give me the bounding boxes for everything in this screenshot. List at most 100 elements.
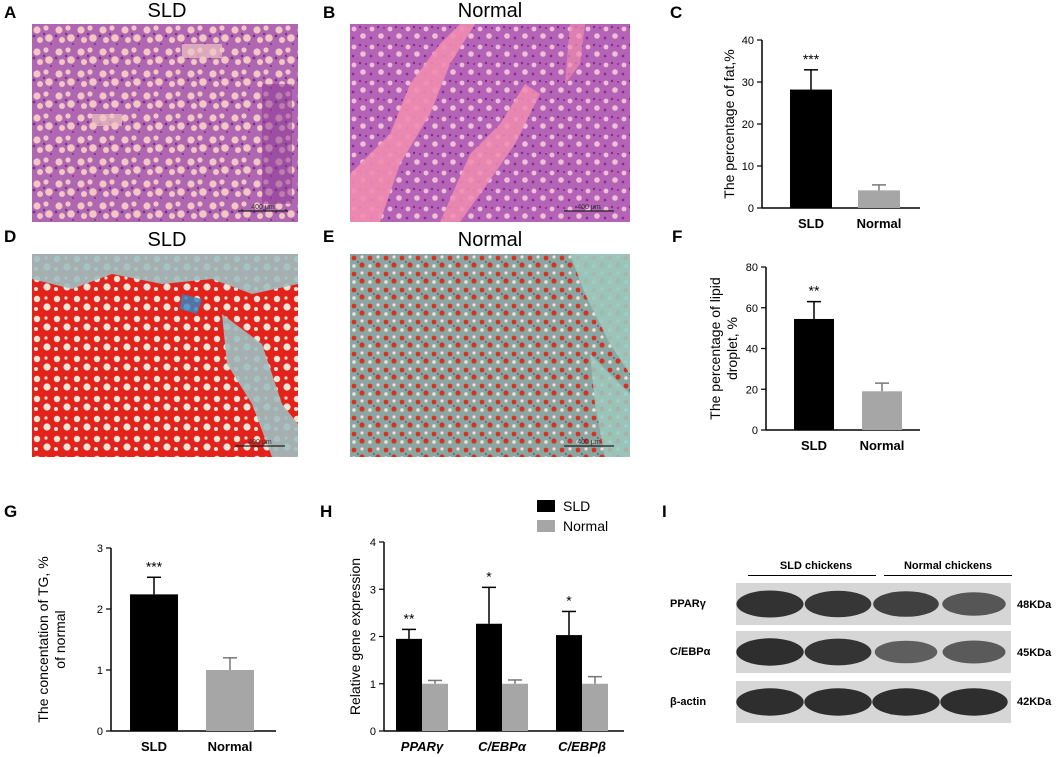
x-tick-label-h: C/EBPβ xyxy=(558,739,606,754)
blot-size-label-0: 48KDa xyxy=(1017,599,1052,611)
y-tick-label-h: 3 xyxy=(370,584,376,596)
y-tick-label-c: 30 xyxy=(742,77,754,89)
image-title-a: SLD xyxy=(147,0,187,22)
y-axis-label-f: The percentage of lipid xyxy=(707,277,723,419)
blot-band xyxy=(736,590,804,618)
histology-image-b: 400 μm xyxy=(350,24,630,222)
bar-chart-h: 0 1 2 3 4 Relative gene expression ** PPARγ * C/E… xyxy=(347,498,624,754)
y-tick-label-g: 3 xyxy=(97,543,103,555)
bar-chart-c: 0 10 20 30 40 The percentage of fat,% *** SLD No… xyxy=(721,35,920,231)
y-tick-label-c: 40 xyxy=(742,35,754,47)
blot-group-label-normal: Normal chickens xyxy=(903,560,993,572)
y-axis-label-g: of normal xyxy=(52,610,68,668)
bar-c xyxy=(790,89,832,208)
y-axis-label-h: Relative gene expression xyxy=(347,558,363,715)
bar-h xyxy=(476,623,502,731)
panel-letter-b: B xyxy=(323,3,336,22)
blot-band xyxy=(804,638,872,666)
panel-letter-d: D xyxy=(4,227,17,246)
blot-protein-label-0: PPARγ xyxy=(670,598,706,610)
bar-f xyxy=(794,318,834,430)
legend-swatch-h xyxy=(537,520,555,532)
y-axis-label-g: The concentation of TG, % xyxy=(35,556,51,722)
bar-h xyxy=(582,683,608,731)
significance-g: *** xyxy=(146,558,163,574)
y-tick-label-c: 10 xyxy=(742,161,754,173)
blot-size-label-2: 42KDa xyxy=(1017,696,1052,708)
y-tick-label-h: 0 xyxy=(370,726,376,738)
panel-letter-a: A xyxy=(4,3,17,22)
y-tick-label-f: 40 xyxy=(746,344,758,356)
y-tick-label-h: 1 xyxy=(370,679,376,691)
legend-label-h: Normal xyxy=(563,518,608,534)
bar-g xyxy=(206,670,254,731)
blot-protein-label-1: C/EBPα xyxy=(670,646,711,658)
blot-band xyxy=(804,590,872,618)
x-tick-label-g: Normal xyxy=(208,739,253,754)
x-tick-label-h: PPARγ xyxy=(401,739,444,754)
panel-letter-g: G xyxy=(4,502,18,521)
blot-group-line-normal xyxy=(884,575,1012,576)
bar-chart-g: 0 1 2 3 The concentation of TG, % of normal **… xyxy=(35,543,276,754)
blot-band xyxy=(874,640,938,664)
scalebar-b: 400 μm xyxy=(577,204,601,211)
scalebar-e: 400 μm xyxy=(577,439,601,446)
significance-h: ** xyxy=(404,610,415,626)
x-tick-label-c: SLD xyxy=(798,216,824,231)
y-tick-label-c: 20 xyxy=(742,119,754,131)
blot-band xyxy=(736,638,804,666)
panel-letter-c: C xyxy=(670,3,683,22)
x-tick-label-g: SLD xyxy=(141,739,167,754)
bar-f xyxy=(862,391,902,430)
blot-group-line-sld xyxy=(748,575,876,576)
y-tick-label-f: 80 xyxy=(746,262,758,274)
blot-band xyxy=(940,688,1008,716)
blot-membranes xyxy=(736,583,1011,723)
y-tick-label-f: 20 xyxy=(746,384,758,396)
panel-letter-i: I xyxy=(662,502,667,521)
bar-h xyxy=(396,638,422,731)
bar-c xyxy=(858,190,900,208)
legend-label-h: SLD xyxy=(563,498,590,514)
histology-image-d: 400 μm xyxy=(32,254,298,457)
x-tick-label-f: SLD xyxy=(801,438,827,453)
y-tick-label-f: 0 xyxy=(752,425,758,437)
bar-g xyxy=(130,594,178,731)
blot-band xyxy=(873,591,939,617)
y-tick-label-h: 2 xyxy=(370,632,376,644)
y-tick-label-g: 2 xyxy=(97,604,103,616)
image-title-d: SLD xyxy=(147,229,187,251)
legend-swatch-h xyxy=(537,500,555,512)
panel-letter-f: F xyxy=(672,227,683,246)
y-axis-label-c: The percentage of fat,% xyxy=(721,49,737,198)
bar-h xyxy=(422,683,448,731)
significance-f: ** xyxy=(809,283,820,299)
histology-image-e: 400 μm xyxy=(350,254,630,457)
blot-band xyxy=(736,688,804,716)
blot-band xyxy=(942,640,1006,664)
image-title-e: Normal xyxy=(457,229,523,251)
blot-band xyxy=(942,592,1006,616)
significance-h: * xyxy=(566,592,572,608)
blot-band xyxy=(804,688,872,716)
significance-h: * xyxy=(486,568,492,584)
panel-letter-e: E xyxy=(323,227,335,246)
blot-group-label-sld: SLD chickens xyxy=(779,560,853,572)
x-tick-label-f: Normal xyxy=(860,438,905,453)
bar-h xyxy=(502,683,528,731)
x-tick-label-c: Normal xyxy=(857,216,902,231)
image-title-b: Normal xyxy=(457,0,523,22)
panel-letter-h: H xyxy=(320,502,333,521)
scalebar-a: 400 μm xyxy=(251,204,275,211)
y-tick-label-f: 60 xyxy=(746,303,758,315)
blot-size-label-1: 45KDa xyxy=(1017,647,1052,659)
blot-protein-label-2: β-actin xyxy=(670,696,707,708)
scalebar-d: 400 μm xyxy=(248,439,272,446)
blot-band xyxy=(872,688,940,716)
histology-image-a: 400 μm xyxy=(32,24,298,222)
y-axis-label-f: droplet, % xyxy=(724,317,740,380)
bar-h xyxy=(556,635,582,731)
x-tick-label-h: C/EBPα xyxy=(478,739,527,754)
bar-chart-f: 0 20 40 60 80 The percentage of lipid droplet,… xyxy=(707,262,920,453)
y-tick-label-h: 4 xyxy=(370,537,376,549)
